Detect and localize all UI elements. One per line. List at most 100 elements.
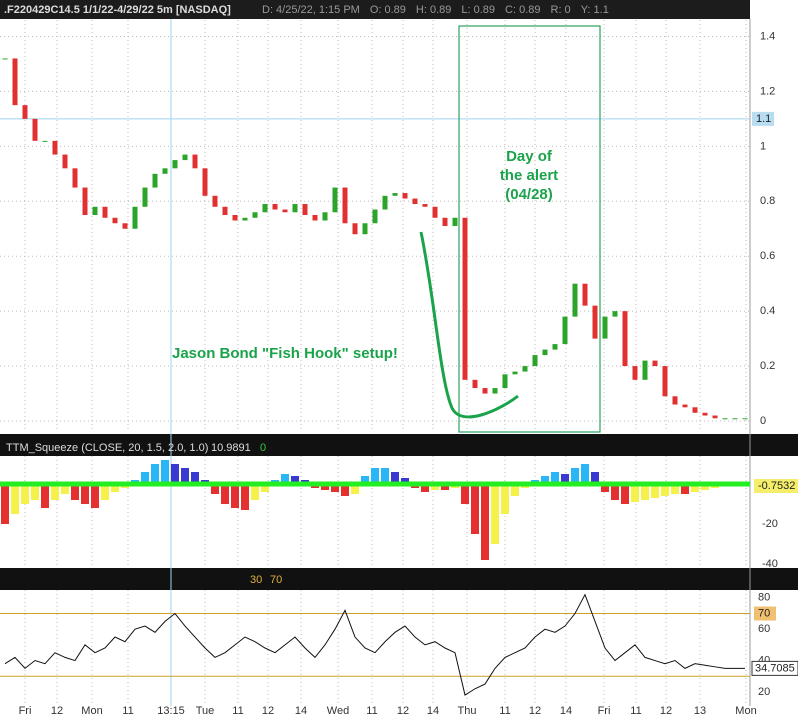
histogram-bar <box>461 484 469 504</box>
histogram-bar <box>11 484 19 514</box>
x-tick-label: Wed <box>327 705 349 716</box>
x-tick-label: 11 <box>232 705 243 716</box>
candle <box>622 311 628 367</box>
histogram-bar <box>391 472 399 484</box>
panel-header <box>0 568 798 590</box>
histogram-bar <box>1 484 9 524</box>
candle <box>192 154 198 169</box>
x-tick-label: Tue <box>196 705 215 716</box>
value-label: 34.7085 <box>755 662 795 674</box>
histogram-bar <box>21 484 29 504</box>
histogram-bar <box>571 468 579 484</box>
histogram-bar <box>281 474 289 484</box>
histogram-bar <box>361 476 369 484</box>
x-tick-label: 12 <box>51 705 63 716</box>
histogram-bar <box>471 484 479 534</box>
y-tick-label: 0.2 <box>760 360 775 372</box>
candle <box>322 212 328 221</box>
y-tick-label: -40 <box>762 558 778 570</box>
panel-header <box>0 434 798 456</box>
x-tick-label: 12 <box>529 705 541 716</box>
level-label: 70 <box>758 607 770 619</box>
candle <box>592 305 598 339</box>
candle <box>632 366 638 380</box>
histogram-bar <box>611 484 619 500</box>
x-tick-label: 11 <box>499 705 510 716</box>
candle <box>182 154 188 161</box>
candle <box>582 283 588 306</box>
highlight-box <box>458 25 601 433</box>
y-tick-label: 1.2 <box>760 85 775 97</box>
histogram-bar <box>541 476 549 484</box>
candle <box>312 215 318 221</box>
candle <box>352 223 358 235</box>
histogram-bar <box>71 484 79 500</box>
y-tick-label: 80 <box>758 592 770 604</box>
histogram-bar <box>561 474 569 484</box>
candle <box>372 209 378 224</box>
y-tick-label: 1 <box>760 140 766 152</box>
candle <box>72 168 78 188</box>
x-tick-label: 12 <box>660 705 672 716</box>
histogram-bar <box>321 484 329 490</box>
level-label: 30 <box>250 574 262 586</box>
histogram-bar <box>491 484 499 544</box>
histogram-bar <box>41 484 49 508</box>
histogram-bar <box>251 484 259 500</box>
histogram-bar <box>511 484 519 496</box>
candle <box>482 388 488 394</box>
candle <box>292 204 298 213</box>
candle <box>152 173 158 188</box>
candle <box>362 223 368 235</box>
candle <box>262 204 268 213</box>
annotation: the alert <box>500 167 558 184</box>
value-label-box <box>751 660 798 676</box>
candle <box>432 206 438 218</box>
histogram-bar <box>421 484 429 492</box>
y-tick-label: 0 <box>760 415 766 427</box>
histogram-bar <box>381 468 389 484</box>
candle <box>52 140 58 155</box>
histogram-bar <box>341 484 349 496</box>
histogram-bar <box>601 484 609 492</box>
histogram-bar <box>671 484 679 494</box>
candle <box>442 217 448 226</box>
histogram-bar <box>171 464 179 484</box>
candle <box>112 217 118 224</box>
candle <box>702 412 708 416</box>
candle <box>722 418 728 420</box>
candle <box>272 204 278 210</box>
candle <box>392 193 398 196</box>
study-value: 0 <box>260 442 266 454</box>
histogram-bar <box>631 484 639 502</box>
candle <box>502 374 508 389</box>
price-label: 1.1 <box>756 113 771 125</box>
candle <box>742 418 748 420</box>
candle <box>732 418 738 420</box>
candle <box>602 316 608 339</box>
histogram-bar <box>151 464 159 484</box>
candle <box>512 371 518 375</box>
histogram-bar <box>331 484 339 492</box>
candle <box>42 140 48 142</box>
candle <box>682 404 688 408</box>
candle <box>62 154 68 169</box>
candle <box>162 168 168 174</box>
candle <box>662 366 668 397</box>
histogram-bar <box>291 476 299 484</box>
x-tick-label: 14 <box>427 705 439 716</box>
candle <box>692 407 698 413</box>
x-tick-label: Fri <box>19 705 32 716</box>
histogram-bar <box>51 484 59 500</box>
candle <box>222 206 228 216</box>
candle <box>342 187 348 224</box>
candle <box>452 217 458 226</box>
x-tick-label: 12 <box>397 705 409 716</box>
candle <box>172 160 178 169</box>
candle <box>412 198 418 205</box>
histogram-bar <box>431 484 439 490</box>
histogram-bar <box>111 484 119 492</box>
candle <box>472 379 478 389</box>
x-tick-label: Fri <box>598 705 611 716</box>
histogram-bar <box>371 468 379 484</box>
